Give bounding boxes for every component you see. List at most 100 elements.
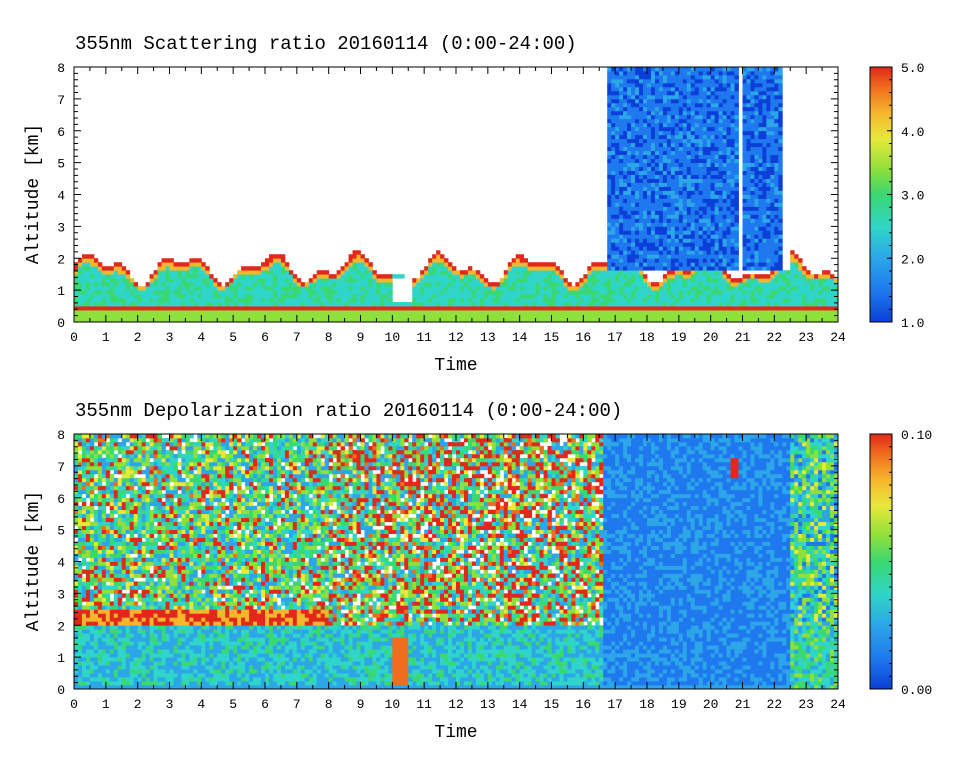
- heatmap-cell: [241, 306, 246, 311]
- heatmap-cell: [635, 182, 640, 187]
- heatmap-cell: [611, 306, 616, 311]
- heatmap-cell: [758, 82, 763, 88]
- heatmap-cell: [750, 150, 755, 156]
- heatmap-cell: [674, 174, 680, 179]
- heatmap-cell: [619, 222, 624, 227]
- heatmap-cell: [766, 218, 771, 223]
- heatmap-cell: [670, 118, 676, 124]
- heatmap-cell: [639, 290, 644, 295]
- heatmap-cell: [778, 206, 783, 211]
- heatmap-cell: [730, 254, 735, 259]
- heatmap-cell: [475, 290, 481, 295]
- heatmap-cell: [734, 150, 739, 156]
- heatmap-cell: [635, 318, 640, 323]
- heatmap-cell: [639, 170, 644, 175]
- heatmap-cell: [145, 286, 151, 291]
- heatmap-cell: [205, 274, 210, 279]
- heatmap-cell: [483, 318, 489, 323]
- heatmap-cell: [635, 286, 640, 291]
- heatmap-cell: [790, 278, 795, 283]
- heatmap-cell: [233, 282, 238, 287]
- heatmap-cell: [527, 290, 533, 295]
- heatmap-cell: [523, 286, 529, 291]
- heatmap-cell: [631, 67, 636, 72]
- heatmap-cell: [619, 134, 624, 140]
- heatmap-cell: [372, 318, 377, 323]
- heatmap-cell: [113, 266, 119, 271]
- heatmap-cell: [635, 122, 640, 128]
- heatmap-cell: [535, 266, 540, 271]
- heatmap-cell: [778, 238, 783, 243]
- heatmap-cell: [201, 310, 206, 315]
- heatmap-cell: [690, 158, 696, 164]
- heatmap-cell: [686, 318, 692, 323]
- heatmap-cell: [189, 310, 194, 315]
- heatmap-cell: [615, 286, 620, 291]
- heatmap-cell: [722, 74, 727, 80]
- heatmap-cell: [105, 306, 111, 311]
- heatmap-cell: [471, 310, 477, 315]
- heatmap-cell: [710, 106, 716, 112]
- heatmap-cell: [742, 166, 747, 171]
- heatmap-cell: [726, 254, 731, 259]
- heatmap-cell: [344, 278, 349, 283]
- heatmap-cell: [650, 158, 656, 164]
- heatmap-cell: [670, 182, 676, 187]
- heatmap-cell: [539, 274, 544, 279]
- heatmap-cell: [762, 78, 767, 84]
- heatmap-cell: [666, 86, 672, 92]
- heatmap-cell: [694, 78, 700, 84]
- heatmap-cell: [746, 254, 751, 259]
- heatmap-cell: [487, 294, 493, 299]
- heatmap-cell: [706, 222, 712, 227]
- heatmap-cell: [448, 294, 453, 299]
- heatmap-cell: [416, 302, 421, 307]
- heatmap-cell: [623, 110, 628, 116]
- heatmap-cell: [77, 306, 83, 311]
- heatmap-cell: [467, 266, 473, 271]
- heatmap-cell: [487, 282, 493, 287]
- heatmap-cell: [631, 162, 636, 168]
- heatmap-cell: [734, 226, 739, 231]
- heatmap-cell: [654, 318, 660, 323]
- heatmap-cell: [758, 78, 763, 84]
- heatmap-cell: [698, 146, 704, 152]
- heatmap-cell: [74, 641, 79, 646]
- heatmap-cell: [770, 314, 775, 319]
- heatmap-cell: [197, 286, 202, 291]
- heatmap-cell: [133, 286, 139, 291]
- heatmap-cell: [690, 206, 696, 211]
- heatmap-cell: [312, 306, 318, 311]
- heatmap-cell: [750, 234, 755, 239]
- heatmap-cell: [666, 286, 672, 291]
- heatmap-cell: [304, 286, 310, 291]
- heatmap-cell: [284, 318, 290, 323]
- heatmap-cell: [436, 314, 441, 319]
- heatmap-cell: [762, 286, 767, 291]
- heatmap-cell: [89, 274, 95, 279]
- heatmap-cell: [650, 202, 656, 207]
- heatmap-cell: [535, 314, 540, 319]
- heatmap-cell: [241, 290, 246, 295]
- heatmap-cell: [774, 162, 779, 168]
- heatmap-cell: [615, 126, 620, 132]
- heatmap-cell: [368, 298, 373, 303]
- heatmap-cell: [742, 286, 747, 291]
- heatmap-cell: [650, 110, 656, 116]
- heatmap-cell: [380, 274, 385, 279]
- heatmap-cell: [730, 178, 735, 183]
- heatmap-cell: [459, 290, 465, 295]
- heatmap-cell: [615, 110, 620, 116]
- heatmap-cell: [384, 282, 389, 287]
- heatmap-cell: [623, 174, 628, 179]
- heatmap-cell: [666, 234, 672, 239]
- heatmap-cell: [185, 274, 190, 279]
- heatmap-cell: [718, 222, 724, 227]
- heatmap-cell: [448, 270, 453, 275]
- heatmap-cell: [762, 242, 767, 247]
- heatmap-cell: [276, 290, 282, 295]
- heatmap-cell: [74, 653, 79, 658]
- heatmap-cell: [599, 310, 604, 315]
- heatmap-cell: [738, 310, 743, 315]
- heatmap-cell: [694, 238, 700, 243]
